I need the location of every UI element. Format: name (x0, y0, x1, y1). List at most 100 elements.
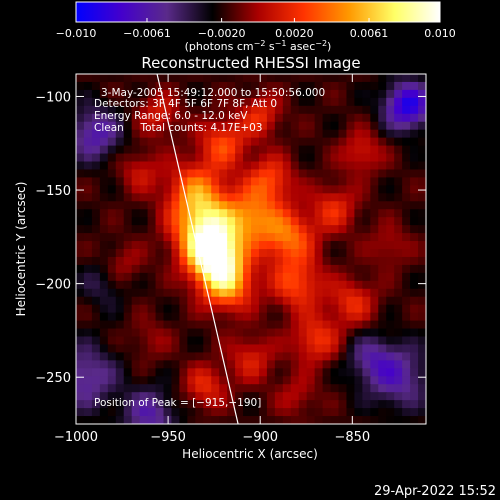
heatmap-cell (394, 272, 403, 282)
heatmap-cell (83, 416, 93, 424)
heatmap-cell (203, 129, 212, 139)
heatmap-cell (306, 145, 316, 155)
heatmap-cell (346, 296, 356, 306)
heatmap-cell (83, 89, 93, 99)
heatmap-cell (282, 400, 292, 409)
heatmap-cell (402, 296, 411, 306)
heatmap-cell (386, 336, 395, 346)
heatmap-cell (76, 249, 85, 258)
heatmap-cell (107, 185, 117, 194)
heatmap-cell (402, 249, 411, 258)
heatmap-cell (394, 169, 403, 179)
heatmap-cell (171, 249, 181, 258)
heatmap-cell (282, 360, 292, 369)
heatmap-cell (91, 113, 101, 123)
heatmap-cell (187, 280, 196, 290)
heatmap-cell (76, 256, 85, 266)
heatmap-cell (402, 217, 411, 226)
heatmap-cell (155, 129, 165, 139)
heatmap-cell (322, 249, 332, 258)
heatmap-cell (235, 121, 244, 131)
heatmap-cell (187, 89, 196, 99)
heatmap-cell (187, 185, 196, 194)
heatmap-cell (195, 256, 204, 266)
heatmap-cell (139, 336, 149, 346)
heatmap-cell (282, 328, 292, 338)
heatmap-cell (274, 360, 284, 369)
heatmap-cell (83, 296, 93, 306)
heatmap-cell (235, 400, 244, 409)
heatmap-cell (83, 145, 93, 155)
heatmap-cell (211, 137, 220, 147)
heatmap-cell (298, 392, 308, 401)
heatmap-cell (330, 320, 340, 330)
heatmap-cell (290, 169, 300, 179)
heatmap-cell (410, 81, 419, 91)
heatmap-cell (139, 360, 149, 369)
heatmap-cell (282, 153, 292, 163)
heatmap-cell (187, 74, 196, 83)
heatmap-cell (227, 105, 236, 115)
heatmap-cell (410, 225, 419, 234)
heatmap-cell (314, 225, 324, 234)
heatmap-cell (195, 352, 204, 361)
heatmap-cell (227, 113, 236, 123)
heatmap-cell (418, 256, 426, 266)
heatmap-cell (370, 89, 379, 99)
heatmap-cell (362, 153, 371, 163)
heatmap-cell (99, 249, 109, 258)
heatmap-cell (274, 137, 284, 147)
heatmap-cell (179, 392, 188, 401)
heatmap-cell (266, 288, 276, 298)
heatmap-cell (378, 272, 387, 282)
heatmap-cell (163, 225, 173, 234)
heatmap-cell (298, 376, 308, 385)
heatmap-cell (298, 113, 308, 123)
heatmap-cell (235, 161, 244, 171)
heatmap-cell (76, 288, 85, 298)
heatmap-cell (139, 185, 149, 194)
heatmap-cell (203, 416, 212, 424)
heatmap-cell (171, 328, 181, 338)
heatmap-cell (370, 74, 379, 83)
heatmap-cell (91, 416, 101, 424)
heatmap-cell (274, 177, 284, 186)
heatmap-cell (91, 400, 101, 409)
heatmap-cell (227, 137, 236, 147)
heatmap-cell (203, 360, 212, 369)
heatmap-cell (346, 256, 356, 266)
heatmap-cell (394, 89, 403, 99)
heatmap-cell (378, 264, 387, 274)
heatmap-cell (179, 280, 188, 290)
heatmap-cell (99, 113, 109, 123)
heatmap-cell (115, 328, 125, 338)
heatmap-cell (243, 312, 252, 322)
heatmap-cell (203, 400, 212, 409)
heatmap-cell (362, 328, 371, 338)
heatmap-cell (402, 241, 411, 250)
heatmap-cell (330, 217, 340, 226)
heatmap-cell (235, 113, 244, 123)
heatmap-cell (282, 233, 292, 242)
heatmap-cell (298, 336, 308, 346)
heatmap-cell (123, 256, 133, 266)
heatmap-cell (338, 280, 348, 290)
heatmap-cell (187, 161, 196, 171)
heatmap-cell (147, 408, 157, 417)
heatmap-cell (147, 336, 157, 346)
heatmap-cell (99, 225, 109, 234)
heatmap-cell (219, 384, 228, 393)
heatmap-cell (386, 376, 395, 385)
heatmap-cell (386, 280, 395, 290)
heatmap-cell (115, 272, 125, 282)
heatmap-cell (227, 161, 236, 171)
heatmap-cell (99, 81, 109, 91)
heatmap-cell (378, 256, 387, 266)
heatmap-cell (338, 304, 348, 314)
heatmap-cell (266, 328, 276, 338)
heatmap-cell (235, 185, 244, 194)
heatmap-cell (346, 344, 356, 354)
heatmap-cell (410, 280, 419, 290)
heatmap-cell (76, 328, 85, 338)
heatmap-cell (394, 209, 403, 218)
